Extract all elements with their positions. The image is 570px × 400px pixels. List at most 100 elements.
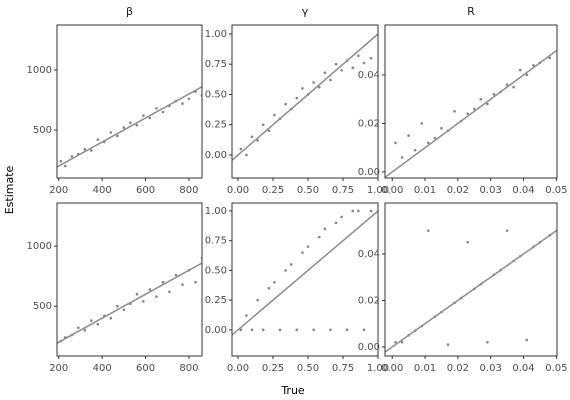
- point: [369, 56, 373, 60]
- point: [181, 102, 184, 105]
- x-tick-label: 0.75: [332, 185, 354, 196]
- point: [427, 229, 430, 232]
- x-tick-label: 0.02: [447, 185, 469, 196]
- x-tick-label: 600: [136, 363, 155, 374]
- x-tick-label: 0.00: [381, 185, 403, 196]
- point: [492, 93, 496, 96]
- y-tick-label: 0.02: [358, 295, 380, 306]
- y-tick-label: 0.04: [358, 70, 380, 81]
- point: [394, 141, 397, 145]
- y-tick-label: 0.00: [205, 325, 227, 336]
- x-tick-label: 200: [49, 185, 68, 196]
- point: [273, 113, 276, 117]
- y-tick-label: 0.50: [205, 265, 227, 276]
- point: [129, 121, 132, 125]
- point: [89, 149, 93, 152]
- point: [109, 316, 113, 320]
- point: [83, 147, 87, 151]
- point: [295, 96, 299, 100]
- x-tick-label: 0.04: [512, 185, 534, 196]
- point: [59, 159, 63, 163]
- x-tick-label: 0.50: [297, 185, 319, 196]
- point: [525, 338, 529, 342]
- point: [453, 110, 456, 113]
- point: [278, 328, 282, 332]
- point: [239, 328, 243, 332]
- point: [250, 328, 254, 332]
- x-tick-label: 0.25: [262, 363, 284, 374]
- point: [135, 292, 139, 296]
- facet-title: β: [126, 5, 133, 18]
- point: [400, 156, 404, 159]
- y-tick-label: 0.25: [205, 295, 227, 306]
- point: [329, 328, 332, 332]
- panel: [385, 49, 557, 178]
- identity-line: [57, 262, 202, 344]
- panel-border: [231, 24, 379, 179]
- point: [323, 71, 327, 74]
- point: [122, 308, 126, 312]
- point: [323, 227, 327, 231]
- facet-title: R: [467, 5, 475, 18]
- x-tick-label: 0.00: [381, 363, 403, 374]
- panel: [232, 209, 378, 336]
- point: [306, 245, 310, 248]
- point: [369, 209, 373, 213]
- panel: [385, 229, 557, 353]
- x-tick-label: 0.04: [512, 363, 534, 374]
- point: [518, 68, 522, 72]
- y-tick-label: 1000: [27, 241, 52, 252]
- point: [505, 83, 509, 86]
- point: [362, 61, 366, 65]
- x-tick-label: 0.25: [262, 185, 284, 196]
- y-tick-label: 500: [33, 125, 52, 136]
- point: [194, 280, 197, 284]
- x-tick-label: 0.03: [480, 185, 502, 196]
- point: [70, 155, 74, 158]
- point: [301, 87, 304, 90]
- point: [148, 288, 152, 291]
- y-tick-label: 0.00: [205, 150, 227, 161]
- y-tick-label: 1.00: [205, 29, 227, 40]
- x-tick-label: 400: [93, 363, 112, 374]
- panel-border: [231, 202, 379, 357]
- panel-border: [384, 24, 558, 179]
- point: [433, 136, 437, 140]
- point: [317, 235, 321, 239]
- x-tick-label: 0.03: [480, 363, 502, 374]
- x-tick-label: 200: [49, 363, 68, 374]
- x-tick-label: 0.50: [297, 363, 319, 374]
- x-tick-label: 1.00: [367, 185, 389, 196]
- point: [472, 107, 476, 111]
- point: [466, 240, 470, 244]
- point: [96, 138, 100, 141]
- point: [420, 122, 424, 125]
- x-tick-label: 0.05: [545, 185, 567, 196]
- point: [312, 81, 315, 84]
- x-tick-label: 0.75: [332, 363, 354, 374]
- point: [284, 102, 287, 106]
- point: [295, 328, 299, 332]
- point: [525, 73, 529, 77]
- point: [345, 328, 349, 332]
- panel-border: [384, 202, 558, 357]
- point: [181, 283, 184, 286]
- panel-border: [56, 202, 203, 357]
- point: [155, 295, 158, 298]
- point: [479, 97, 483, 101]
- point: [440, 126, 443, 130]
- point: [256, 298, 259, 302]
- x-tick-label: 0.05: [545, 363, 567, 374]
- point: [317, 85, 321, 89]
- x-tick-label: 0.00: [227, 185, 249, 196]
- facet-title: γ: [302, 5, 309, 18]
- point: [532, 63, 535, 67]
- point: [187, 97, 191, 101]
- point: [329, 78, 332, 82]
- point: [250, 135, 254, 139]
- y-tick-label: 0.00: [358, 342, 380, 353]
- point: [289, 263, 293, 266]
- point: [161, 280, 165, 284]
- point: [63, 164, 67, 168]
- y-tick-label: 0.04: [358, 249, 380, 260]
